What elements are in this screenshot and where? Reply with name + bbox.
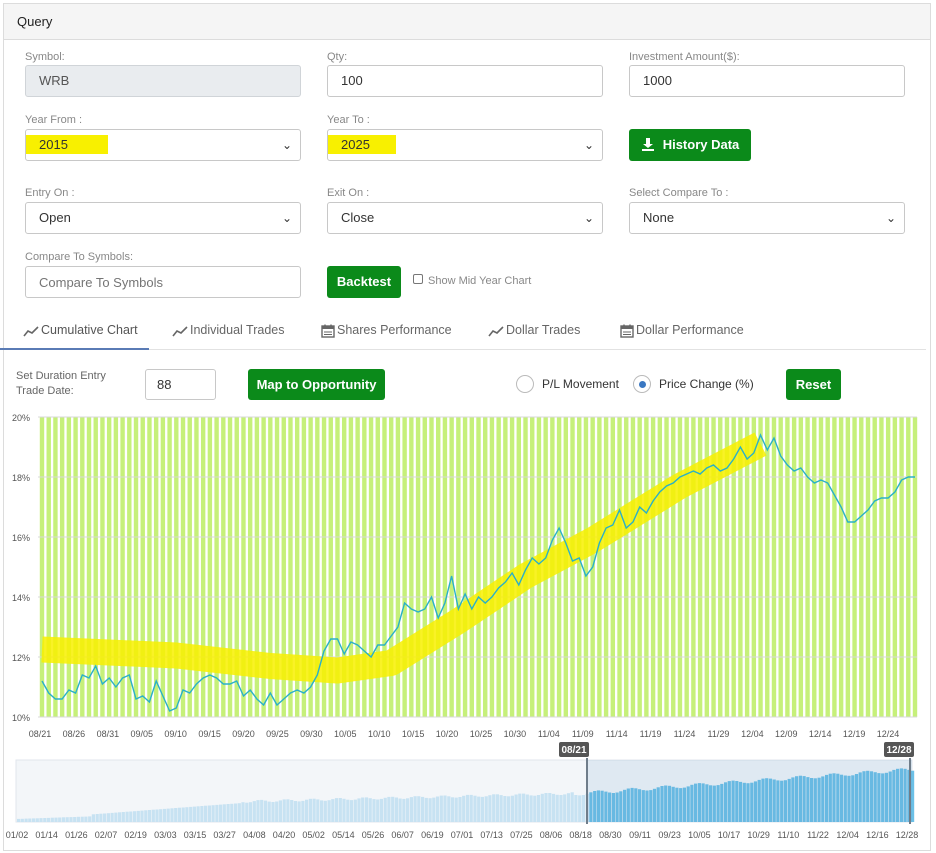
year-from-label: Year From : [25, 114, 83, 126]
compare-to-label: Select Compare To : [629, 187, 729, 199]
chevron-down-icon: ⌄ [281, 211, 292, 225]
calendar-icon [321, 324, 335, 338]
tab-label: Dollar Trades [506, 323, 581, 337]
compare-symbols-input[interactable] [25, 266, 301, 298]
line-chart-icon [23, 326, 39, 337]
entry-on-label: Entry On : [25, 187, 75, 199]
duration-label-2: Trade Date: [16, 385, 74, 397]
panel-title: Query [4, 4, 930, 40]
show-mid-year-label: Show Mid Year Chart [428, 275, 532, 287]
year-to-label: Year To : [327, 114, 370, 126]
line-chart-icon [172, 326, 188, 337]
qty-label: Qty: [327, 51, 348, 63]
symbol-input[interactable]: WRB [25, 65, 301, 97]
tab-dollar-trades[interactable]: Dollar Trades [488, 314, 580, 350]
tab-label: Shares Performance [337, 323, 452, 337]
map-to-opportunity-button[interactable]: Map to Opportunity [248, 369, 385, 400]
investment-input[interactable]: 1000 [629, 65, 905, 97]
history-data-label: History Data [662, 137, 740, 152]
tab-bar: Cumulative Chart Individual Trades Share… [0, 314, 926, 350]
year-to-select[interactable]: 2025 ⌄ [327, 129, 603, 161]
compare-to-select[interactable]: None ⌄ [629, 202, 905, 234]
tab-label: Dollar Performance [636, 323, 744, 337]
download-icon [641, 138, 654, 151]
duration-label: Set Duration Entry [16, 370, 106, 382]
tab-dollar-performance[interactable]: Dollar Performance [620, 314, 744, 350]
exit-on-label: Exit On : [327, 187, 370, 199]
tab-cumulative-chart[interactable]: Cumulative Chart [0, 314, 149, 350]
history-data-button[interactable]: History Data [629, 129, 751, 161]
year-to-value: 2025 [328, 135, 396, 154]
line-chart-icon [488, 326, 504, 337]
compare-to-value: None [643, 210, 675, 225]
symbol-label: Symbol: [25, 51, 65, 63]
chevron-down-icon: ⌄ [583, 138, 594, 152]
reset-button[interactable]: Reset [786, 369, 841, 400]
duration-input[interactable]: 88 [145, 369, 216, 400]
chevron-down-icon: ⌄ [583, 211, 594, 225]
tab-label: Individual Trades [190, 323, 285, 337]
chevron-down-icon: ⌄ [885, 211, 896, 225]
investment-label: Investment Amount($): [629, 51, 740, 63]
chevron-down-icon: ⌄ [281, 138, 292, 152]
compare-symbols-label: Compare To Symbols: [25, 251, 134, 263]
entry-on-select[interactable]: Open ⌄ [25, 202, 301, 234]
exit-on-value: Close [341, 210, 375, 225]
calendar-icon [620, 324, 634, 338]
tab-individual-trades[interactable]: Individual Trades [172, 314, 285, 350]
price-change-label: Price Change (%) [659, 377, 754, 391]
year-from-value: 2015 [26, 135, 108, 154]
pl-movement-radio[interactable] [516, 375, 534, 393]
qty-input[interactable]: 100 [327, 65, 603, 97]
show-mid-year-checkbox[interactable] [413, 274, 423, 284]
tab-shares-performance[interactable]: Shares Performance [321, 314, 452, 350]
price-change-radio[interactable] [633, 375, 651, 393]
year-from-select[interactable]: 2015 ⌄ [25, 129, 301, 161]
pl-movement-label: P/L Movement [542, 377, 619, 391]
entry-on-value: Open [39, 210, 71, 225]
backtest-button[interactable]: Backtest [327, 266, 401, 298]
tab-label: Cumulative Chart [41, 323, 138, 337]
exit-on-select[interactable]: Close ⌄ [327, 202, 603, 234]
